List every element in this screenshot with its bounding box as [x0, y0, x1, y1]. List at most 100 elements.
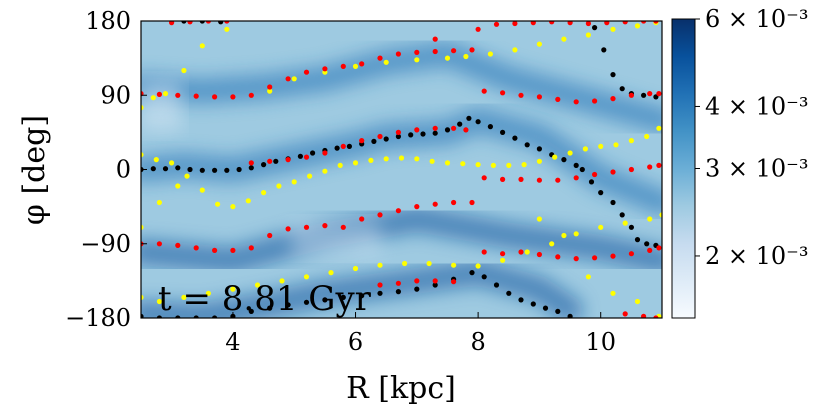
- yellow-marker: [426, 260, 432, 267]
- black-marker: [334, 145, 340, 151]
- yellow-marker: [585, 274, 592, 280]
- yellow-marker: [634, 298, 641, 305]
- red-marker: [414, 49, 420, 56]
- black-marker: [383, 136, 389, 142]
- red-marker: [395, 51, 401, 57]
- black-marker: [420, 131, 426, 137]
- red-marker: [224, 21, 230, 24]
- yellow-marker: [352, 63, 359, 69]
- yellow-marker: [261, 190, 267, 196]
- black-marker: [555, 308, 561, 314]
- red-marker: [205, 21, 211, 24]
- yellow-marker: [307, 173, 313, 179]
- yellow-marker: [230, 204, 236, 210]
- red-marker: [656, 245, 662, 251]
- y-tick-label: −90: [80, 230, 131, 258]
- black-marker: [297, 153, 303, 159]
- black-marker: [285, 302, 291, 308]
- red-marker: [610, 253, 616, 259]
- red-marker: [647, 91, 653, 97]
- red-marker: [432, 48, 438, 55]
- red-marker: [573, 256, 579, 262]
- y-axis: 180 90 0 −90 −180: [65, 7, 147, 332]
- x-axis: 4 6 8 10: [225, 312, 616, 356]
- yellow-marker: [383, 59, 389, 65]
- red-marker: [169, 21, 175, 26]
- yellow-marker: [610, 290, 616, 296]
- yellow-marker: [644, 133, 650, 140]
- yellow-marker: [291, 179, 297, 185]
- red-marker: [212, 247, 218, 253]
- yellow-marker: [383, 156, 389, 162]
- yellow-marker: [215, 201, 221, 207]
- yellow-marker: [429, 158, 435, 164]
- yellow-marker: [598, 143, 604, 149]
- yellow-marker: [141, 224, 144, 230]
- yellow-marker: [199, 43, 205, 49]
- red-marker: [187, 21, 193, 25]
- black-marker: [212, 315, 218, 318]
- black-marker: [601, 47, 607, 53]
- yellow-marker: [224, 26, 230, 32]
- red-marker: [230, 94, 236, 100]
- y-tick-label: 0: [116, 156, 131, 184]
- black-marker: [536, 146, 543, 152]
- yellow-marker: [230, 286, 236, 292]
- black-marker: [530, 301, 536, 307]
- red-marker: [414, 278, 420, 284]
- yellow-marker: [451, 262, 457, 268]
- yellow-marker: [352, 265, 359, 272]
- yellow-marker: [402, 260, 408, 267]
- yellow-marker: [169, 160, 175, 166]
- yellow-marker: [279, 278, 285, 284]
- x-tick-label: 10: [585, 328, 616, 356]
- red-marker: [303, 69, 310, 75]
- yellow-marker: [506, 162, 512, 168]
- red-marker: [500, 176, 506, 182]
- yellow-marker: [153, 157, 159, 163]
- black-marker: [475, 119, 481, 125]
- red-marker: [377, 282, 383, 288]
- red-marker: [248, 92, 254, 98]
- red-marker: [267, 232, 273, 239]
- black-marker: [346, 143, 352, 149]
- yellow-marker: [536, 158, 543, 164]
- black-marker: [371, 138, 377, 144]
- black-marker: [141, 313, 144, 318]
- red-marker: [592, 171, 598, 178]
- black-marker: [273, 158, 279, 164]
- black-marker: [175, 315, 181, 318]
- red-marker: [653, 315, 659, 318]
- red-marker: [592, 98, 598, 104]
- red-marker: [359, 61, 365, 67]
- red-marker: [395, 129, 401, 135]
- yellow-marker: [175, 183, 181, 189]
- red-marker: [285, 76, 291, 82]
- red-marker: [536, 94, 543, 100]
- yellow-marker: [303, 274, 310, 280]
- y-tick-label: −180: [65, 304, 131, 332]
- black-marker: [481, 274, 487, 280]
- black-marker: [512, 135, 518, 141]
- y-tick-label: 180: [85, 7, 131, 35]
- black-marker: [524, 142, 530, 148]
- black-marker: [493, 282, 500, 288]
- yellow-marker: [561, 36, 567, 42]
- yellow-marker: [162, 91, 169, 97]
- red-marker: [628, 92, 635, 98]
- yellow-marker: [141, 105, 144, 111]
- black-marker: [432, 282, 438, 288]
- yellow-marker: [205, 290, 211, 296]
- red-marker: [555, 177, 561, 183]
- yellow-marker: [567, 150, 573, 156]
- red-marker: [395, 280, 401, 286]
- black-marker: [653, 94, 659, 100]
- yellow-marker: [490, 162, 496, 168]
- colorbar-tick-label: 6 × 10⁻³: [705, 5, 808, 33]
- red-marker: [175, 242, 181, 248]
- density-ridge: [141, 259, 584, 318]
- colorbar-tick-label: 4 × 10⁻³: [705, 92, 808, 120]
- red-marker: [193, 245, 199, 251]
- black-marker: [395, 133, 401, 140]
- black-marker: [634, 237, 641, 243]
